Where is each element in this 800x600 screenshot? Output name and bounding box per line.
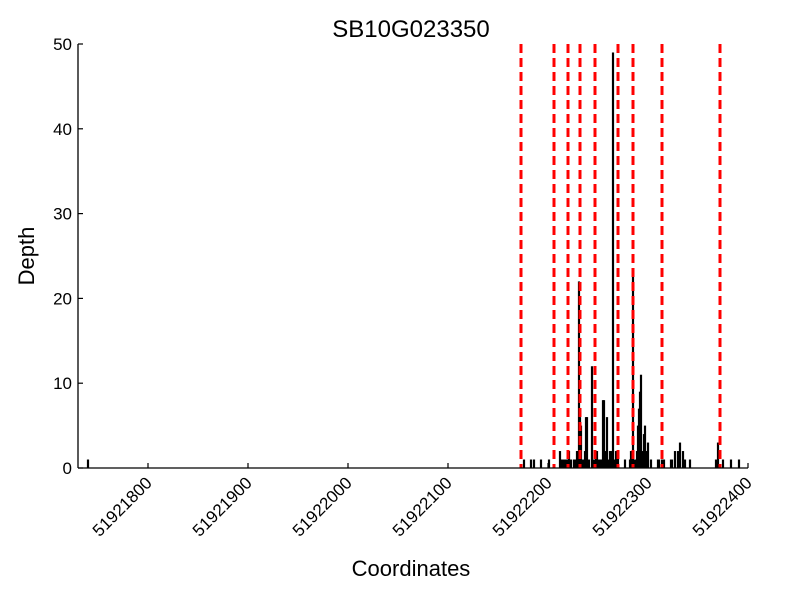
depth-bar [602,400,606,468]
y-tick-label: 20 [53,289,72,308]
x-tick-label: 51922100 [389,473,456,540]
depth-bar [539,459,543,468]
depth-bar [683,459,687,468]
depth-bar [611,52,615,468]
x-tick-label: 51921800 [89,473,156,540]
depth-bar [729,459,733,468]
depth-bar [643,425,647,468]
x-axis-label: Coordinates [352,556,471,581]
depth-bar [714,459,718,468]
bars-layer [86,52,741,468]
depth-bar [562,459,566,468]
depth-bar [623,459,627,468]
depth-bar [616,451,620,468]
depth-bar [657,459,661,468]
depth-bar [569,459,573,468]
depth-bar [605,417,609,468]
y-tick-label: 10 [53,374,72,393]
depth-bar [560,459,564,468]
axes-layer [77,44,748,469]
x-tick-label: 51922400 [689,473,756,540]
depth-bar [614,451,618,468]
depth-bar [532,459,536,468]
depth-bar [522,459,526,468]
x-tick-label: 51922000 [289,473,356,540]
depth-bar [678,442,682,468]
depth-bar [567,451,571,468]
depth-bar [716,442,720,468]
depth-bar [639,374,643,468]
depth-bar [587,459,591,468]
depth-bar [590,366,594,468]
x-tick-label: 51921900 [189,473,256,540]
depth-bar [649,459,653,468]
depth-bar [670,459,674,468]
depth-bar [688,459,692,468]
y-tick-label: 0 [63,459,72,478]
y-tick-label: 50 [53,35,72,54]
depth-bar [585,417,589,468]
depth-bar [547,459,551,468]
depth-bar [579,425,583,468]
depth-bar [529,459,533,468]
y-axis-label: Depth [14,227,39,286]
depth-bar [676,451,680,468]
x-tick-label: 51922300 [589,473,656,540]
markers-layer [519,44,722,468]
depth-bar [737,459,741,468]
depth-bar [646,442,650,468]
depth-bar [662,459,666,468]
depth-bar [660,459,664,468]
y-tick-label: 30 [53,205,72,224]
depth-bar [721,459,725,468]
y-tick-label: 40 [53,120,72,139]
chart-title: SB10G023350 [332,16,489,43]
depth-bar [86,459,90,468]
depth-bar [606,459,610,468]
x-tick-label: 51922200 [489,473,556,540]
depth-bar [673,451,677,468]
